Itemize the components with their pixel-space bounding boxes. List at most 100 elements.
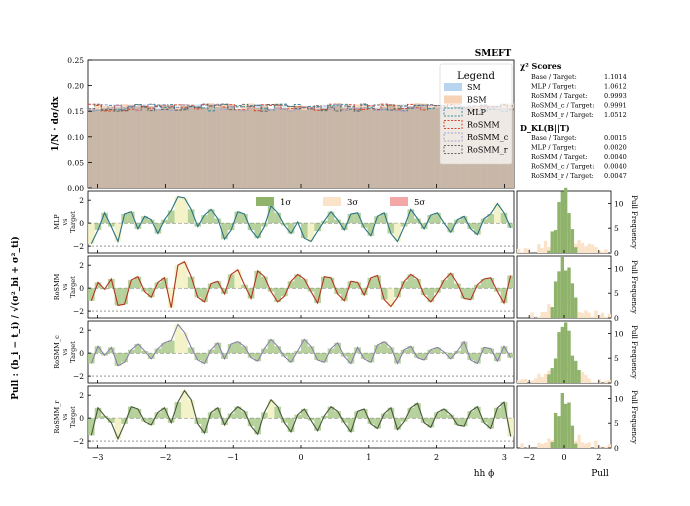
chi2-label: RoSMM_r / Target: — [531, 111, 594, 119]
pull-fill — [407, 209, 415, 224]
pull-fill — [187, 209, 195, 224]
pull-fill — [174, 324, 182, 354]
hist-bar-1sigma — [560, 326, 564, 383]
pull-fill — [227, 274, 235, 289]
sigma-label: 1σ — [280, 198, 291, 208]
hist-y-label: Pull Frequency — [630, 260, 638, 314]
pull-fill — [474, 353, 481, 364]
pull-fill — [360, 288, 368, 296]
overlap-bar — [380, 107, 388, 188]
pull-fill — [487, 348, 495, 354]
overlap-bar — [327, 105, 335, 188]
hist-bar-3sigma — [577, 434, 581, 448]
pull-fill — [161, 219, 168, 224]
hist-bar-3sigma — [604, 317, 608, 318]
pull-fill — [261, 412, 268, 419]
hist-bar-3sigma — [607, 444, 611, 448]
pull-fill — [167, 340, 175, 354]
pull-fill — [454, 350, 461, 354]
overlap-bar — [301, 109, 308, 188]
figure-title: SMEFT — [475, 49, 512, 59]
pull-fill — [360, 353, 368, 359]
pull-fill — [127, 406, 135, 419]
pull-fill — [367, 277, 375, 289]
overlap-bar — [201, 107, 208, 188]
hist-bar-3sigma — [584, 443, 588, 448]
pull-fill — [400, 349, 408, 354]
pull-fill — [367, 418, 375, 424]
pull-fill — [154, 412, 162, 419]
hist-bar-1sigma — [574, 443, 578, 448]
overlap-bar — [107, 108, 115, 188]
overlap-bar — [221, 106, 228, 188]
hist-x-tick-label: 2 — [596, 453, 601, 462]
pull-fill — [161, 277, 168, 289]
legend-swatch — [443, 145, 463, 154]
pull-fill — [114, 353, 122, 366]
pull-fill — [274, 212, 282, 224]
chi2-label: MLP / Target: — [531, 83, 576, 91]
hist-bar-3sigma — [580, 371, 585, 383]
pull-fill — [154, 223, 162, 234]
pull-fill — [234, 341, 242, 354]
hist-bar-1sigma — [560, 256, 564, 318]
y-tick-label: 2 — [79, 391, 84, 400]
pull-fill — [247, 353, 255, 358]
pull-fill — [340, 418, 348, 423]
pull-fill — [414, 403, 421, 419]
pull-fill — [494, 203, 501, 224]
legend-swatch — [443, 132, 463, 142]
pull-fill — [194, 223, 202, 227]
hist-bar-3sigma — [543, 373, 548, 383]
pull-fill — [447, 273, 455, 289]
pull-fill — [161, 342, 168, 354]
pull-fill — [400, 418, 408, 422]
pull-fill — [167, 210, 175, 224]
pull-fill — [500, 288, 508, 304]
hist-x-axis-label: Pull — [591, 469, 609, 479]
y-tick-label: 5 — [614, 289, 619, 298]
pull-fill — [307, 346, 315, 354]
overlap-bar — [234, 109, 242, 188]
pull-fill — [374, 275, 381, 289]
overlap-bar — [374, 108, 381, 188]
legend-label: MLP — [467, 108, 487, 117]
hist-bar-3sigma — [543, 311, 548, 318]
overlap-bar — [320, 108, 328, 188]
pull-fill — [201, 288, 208, 302]
pull-fill — [207, 283, 215, 289]
hist-bar-1sigma — [557, 271, 561, 318]
pull-fill — [107, 347, 115, 354]
y-tick-label: 0 — [614, 249, 619, 258]
hist-bar-3sigma — [537, 442, 541, 448]
pull-fill — [354, 282, 361, 289]
overlap-bar — [267, 109, 275, 188]
pull-fill — [161, 407, 168, 419]
pull-fill — [447, 353, 455, 359]
pull-line-outline — [91, 261, 511, 308]
dkl-label: RoSMM / Target: — [531, 153, 588, 161]
hist-bar-1sigma — [567, 267, 571, 318]
pull-fill — [507, 418, 514, 437]
pull-fill — [427, 215, 435, 224]
pull-fill — [254, 353, 262, 362]
overlap-bar — [281, 108, 288, 188]
pull-fill — [427, 349, 435, 354]
pull-fill — [127, 349, 135, 354]
pull-fill — [307, 288, 315, 292]
pull-panel-label-line: Target — [69, 406, 77, 428]
pull-fill — [254, 223, 262, 239]
hist-bar-3sigma — [607, 251, 611, 253]
pull-fill — [267, 205, 275, 224]
hist-bar-3sigma — [540, 443, 544, 448]
overlap-bar — [114, 107, 122, 188]
pull-fill — [88, 223, 95, 244]
pull-fill — [227, 223, 235, 231]
pull-fill — [434, 212, 441, 224]
hist-bar-3sigma — [530, 312, 534, 318]
hist-bar-1sigma — [550, 307, 554, 318]
overlap-bar — [94, 109, 102, 188]
pull-histogram: 0 5 10 Pull Frequency — [516, 187, 638, 258]
